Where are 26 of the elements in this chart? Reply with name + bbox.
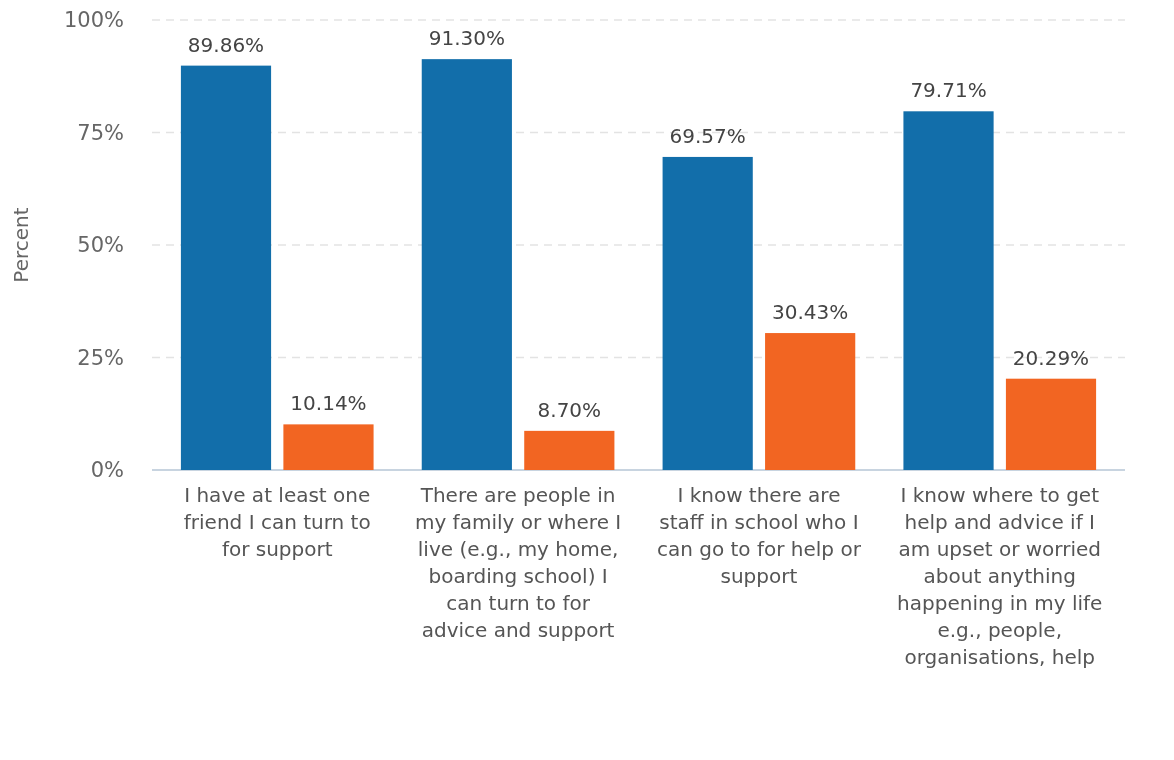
y-tick-label: 0% <box>90 458 124 483</box>
bar <box>283 424 374 470</box>
bar <box>1005 378 1097 470</box>
y-tick-label: 100% <box>63 8 124 33</box>
data-label: 89.86% <box>187 32 265 57</box>
data-label: 30.43% <box>772 300 849 325</box>
bar <box>524 430 615 470</box>
bar <box>662 156 753 470</box>
x-tick-label: I know there are staff in school who I can go to for help or support <box>656 483 862 588</box>
data-label: 69.57% <box>669 123 746 148</box>
data-label: 8.70% <box>537 397 602 422</box>
bar <box>903 111 994 470</box>
bar <box>421 59 512 470</box>
y-tick-label: 25% <box>77 345 124 370</box>
bar <box>180 65 272 470</box>
y-tick-label: 75% <box>77 120 124 145</box>
x-tick-label: I have at least one friend I can turn to for support <box>183 483 371 561</box>
x-tick-label: I know where to get help and advice if I am upset or worried about anything happening in my life e.g., people, organisations, help <box>897 483 1103 669</box>
y-tick-label: 50% <box>77 233 124 258</box>
data-label: 91.30% <box>428 26 505 51</box>
data-label: 79.71% <box>910 78 987 103</box>
data-label: 20.29% <box>1012 345 1090 370</box>
data-label: 10.14% <box>290 391 367 416</box>
y-axis-title: Percent <box>9 207 33 283</box>
bar <box>765 333 856 470</box>
x-tick-label: There are people in my family or where I live (e.g., my home, boarding school) I can turn to for advice and support <box>414 483 622 642</box>
